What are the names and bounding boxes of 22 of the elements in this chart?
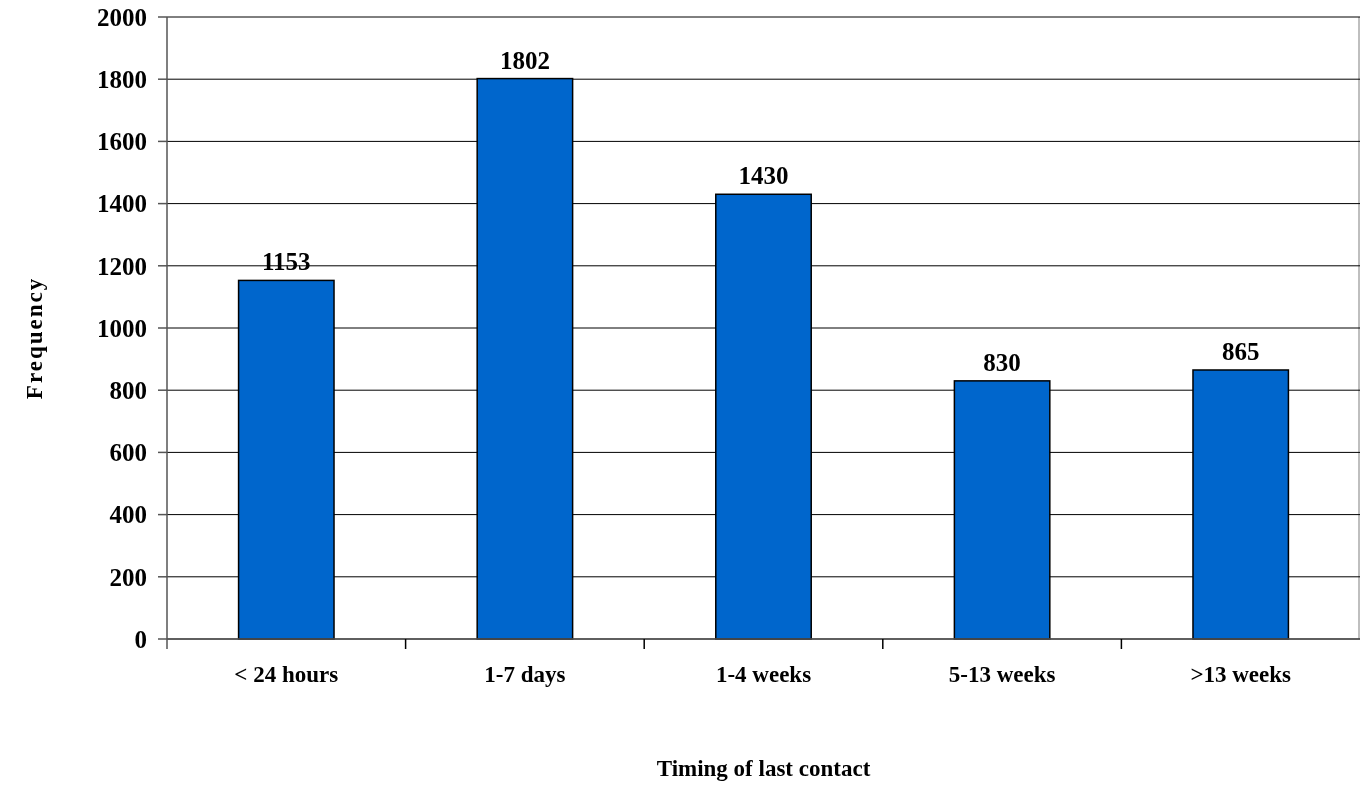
y-tick-label: 1400 <box>97 190 147 218</box>
x-tick-label: < 24 hours <box>234 662 339 688</box>
y-axis-title: Frequency <box>22 276 47 400</box>
y-tick-label: 1000 <box>97 314 147 342</box>
y-tick-label: 800 <box>109 376 147 404</box>
data-label: 1430 <box>738 162 789 190</box>
x-tick-label: 5-13 weeks <box>948 662 1056 688</box>
y-tick-label: 200 <box>109 563 147 591</box>
data-label: 1802 <box>499 46 550 74</box>
x-axis-title: Timing of last contact <box>656 756 871 781</box>
y-tick-label: 1200 <box>97 252 147 280</box>
y-tick-label: 1600 <box>97 128 147 156</box>
y-tick-label: 600 <box>109 439 147 467</box>
y-tick-label: 2000 <box>97 3 147 31</box>
data-label: 830 <box>983 348 1021 376</box>
y-tick-label: 400 <box>109 501 147 529</box>
y-tick-label: 0 <box>134 625 147 653</box>
y-tick-label: 1800 <box>97 65 147 93</box>
x-tick-label: 1-4 weeks <box>715 662 812 688</box>
x-tick-label: 1-7 days <box>484 662 566 688</box>
data-label: 865 <box>1221 337 1260 365</box>
x-tick-label: >13 weeks <box>1190 662 1292 688</box>
